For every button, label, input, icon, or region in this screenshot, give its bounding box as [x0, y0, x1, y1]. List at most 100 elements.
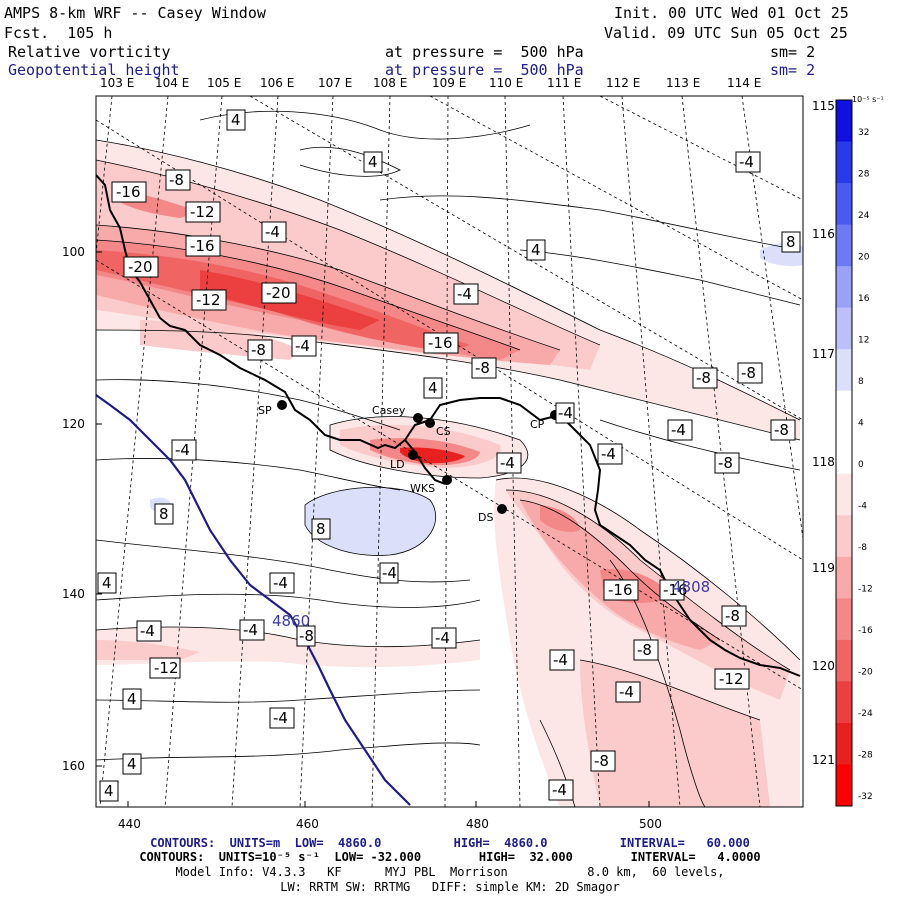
smoothing-1: sm= 2: [770, 43, 816, 61]
colorbar-segment: [836, 183, 852, 226]
init-time: Init. 00 UTC Wed 01 Oct 25: [614, 4, 849, 22]
contour-line: [96, 593, 481, 608]
colorbar-segment: [836, 681, 852, 724]
contour-line: [96, 329, 801, 441]
y-tick-label: 140: [62, 587, 85, 601]
contour-label: -4: [140, 622, 155, 640]
map-title: AMPS 8-km WRF -- Casey Window: [4, 4, 266, 22]
colorbar-segment: [836, 100, 852, 143]
contour-label: -16: [663, 581, 688, 599]
colorbar-segment: [836, 473, 852, 516]
top-lon-label: 108 E: [373, 76, 408, 90]
contour-label: 8: [316, 520, 326, 538]
top-lon-label: 111 E: [547, 76, 582, 90]
colorbar: 32 28 24 20 16 12 8 4 0 -4 -8 -12 -16 -20 -24 -28 -32: [835, 99, 873, 807]
pressure-level-1: at pressure = 500 hPa: [385, 43, 584, 61]
contour-label: -16: [190, 237, 215, 255]
contour-label: -4: [273, 574, 288, 592]
colorbar-label: -28: [858, 751, 873, 761]
colorbar-label: -24: [858, 709, 873, 719]
contour-line: [96, 239, 521, 351]
colorbar-frame: [835, 99, 853, 807]
station-marker: [425, 418, 435, 428]
top-lon-label: 113 E: [666, 76, 701, 90]
grid-meridian: [444, 96, 449, 807]
contour-line: [304, 486, 436, 556]
contour-line: [96, 458, 401, 491]
forecast-hour: Fcst. 105 h: [4, 24, 113, 42]
contour-line: [96, 224, 561, 351]
colorbar-unit: 10⁻⁵ s⁻¹: [852, 95, 884, 104]
contour-label: -20: [266, 284, 291, 302]
colorbar-label: -20: [858, 668, 873, 678]
contour-label: 4: [127, 755, 137, 773]
contour-line: [539, 719, 576, 807]
contour-label: -12: [190, 203, 215, 221]
colorbar-label: 4: [858, 418, 864, 428]
contour-line: [505, 489, 791, 671]
contour-label: -4: [671, 421, 686, 439]
colorbar-label: -8: [858, 543, 867, 553]
contour-line: [599, 419, 801, 471]
contour-label: -4: [265, 223, 280, 241]
contour-label: -8: [594, 752, 609, 770]
contour-label: -4: [435, 629, 450, 647]
station-marker: [442, 475, 452, 485]
contour-line: [329, 416, 529, 479]
contour-label: -4: [175, 441, 190, 459]
top-lon-label: 109 E: [432, 76, 467, 90]
station-label: CP: [530, 418, 545, 431]
colorbar-segment: [836, 764, 852, 807]
station-label: DS: [478, 511, 493, 524]
contour-label: 4: [102, 574, 112, 592]
colorbar-segment: [836, 307, 852, 350]
top-lon-label: 110 E: [489, 76, 524, 90]
valid-time: Valid. 09 UTC Sun 05 Oct 25: [604, 24, 848, 42]
colorbar-segment: [836, 390, 852, 433]
colorbar-label: 20: [858, 252, 870, 262]
contour-label: -4: [558, 404, 573, 422]
contour-label: -20: [128, 258, 153, 276]
grid-meridian: [504, 96, 521, 807]
contour-label: -8: [299, 627, 314, 645]
contour-line: [96, 689, 481, 703]
contour-label: -8: [774, 421, 789, 439]
top-lon-label: 106 E: [260, 76, 295, 90]
top-lon-label: 105 E: [207, 76, 242, 90]
field-vorticity: Relative vorticity: [8, 43, 171, 61]
contour-line: [96, 742, 481, 761]
vorticity-region: [540, 505, 580, 532]
contour-label: -12: [719, 670, 744, 688]
contour-label: -4: [553, 651, 568, 669]
station-marker: [413, 413, 423, 423]
contour-line: [519, 249, 801, 306]
contour-label: -8: [725, 607, 740, 625]
grid-meridian: [371, 96, 391, 807]
vorticity-region: [305, 487, 436, 556]
x-tick-label: 480: [466, 817, 489, 831]
contour-label: -16: [428, 334, 453, 352]
contour-label: 8: [159, 505, 169, 523]
colorbar-segment: [836, 556, 852, 599]
colorbar-segment: [836, 515, 852, 558]
top-lon-label: 104 E: [155, 76, 190, 90]
grid-parallel: [429, 96, 803, 301]
colorbar-label: 12: [858, 335, 869, 345]
grid-meridian: [621, 96, 681, 807]
contour-label: -8: [696, 369, 711, 387]
station-label: CS: [436, 425, 451, 438]
vorticity-region: [96, 627, 480, 668]
grid-meridian: [562, 96, 601, 807]
contour-label: 4: [531, 241, 541, 259]
contour-label: -4: [295, 337, 310, 355]
contour-label: 4: [104, 782, 114, 800]
colorbar-segment: [836, 266, 852, 309]
contour-label: -16: [608, 581, 633, 599]
coastline: [404, 439, 446, 485]
colorbar-label: -32: [858, 792, 873, 802]
top-lon-label: 107 E: [318, 76, 353, 90]
contour-label: -4: [601, 445, 616, 463]
smoothing-2: sm= 2: [770, 61, 816, 79]
y-tick-label: 160: [62, 759, 85, 773]
